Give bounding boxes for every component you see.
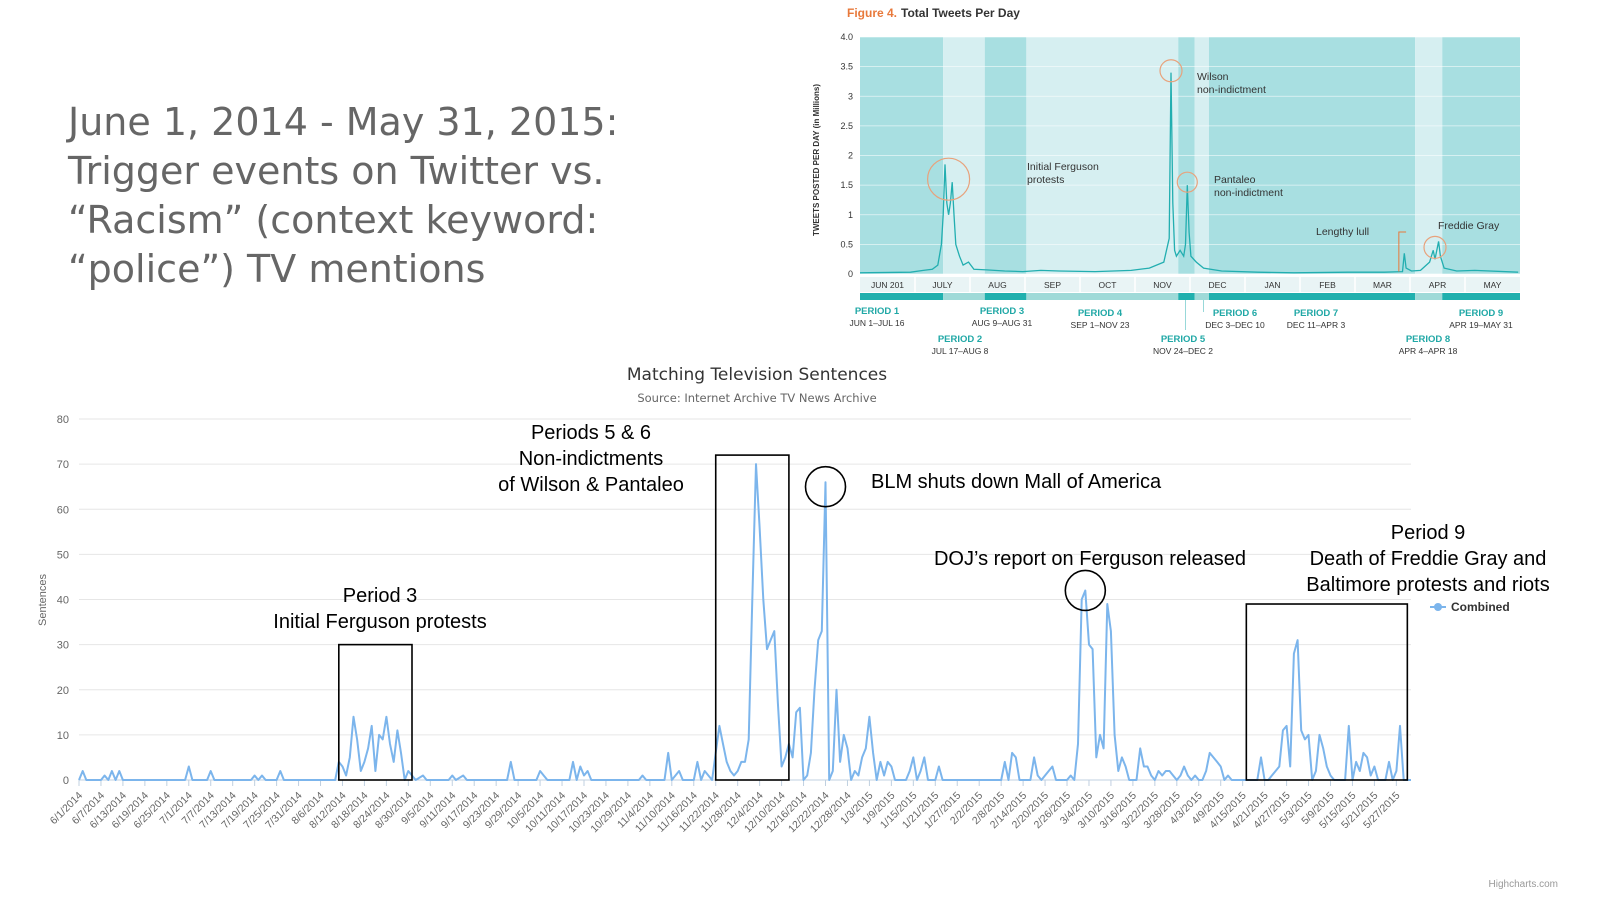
annotation-pantaleo: Pantaleo non-indictment xyxy=(1214,174,1283,199)
period-label-8: PERIOD 8 xyxy=(1406,334,1450,345)
tweet-y-tick-label: 1.5 xyxy=(840,180,853,190)
annotation-circle-initial-ferguson xyxy=(927,157,971,201)
tv-y-tick-label: 10 xyxy=(57,730,69,742)
figure-label: Figure 4. xyxy=(847,6,897,20)
tweet-month-label: JULY xyxy=(932,280,952,290)
tv-series-line-combined xyxy=(78,463,1411,781)
tweets-per-day-chart: Figure 4. Total Tweets Per Day TWEETS PO… xyxy=(812,6,1520,356)
annotation-blm: BLM shuts down Mall of America xyxy=(871,471,1162,493)
tweet-month-label: FEB xyxy=(1319,280,1336,290)
tweet-period-bar-5 xyxy=(1178,293,1195,300)
tweet-month-label: APR xyxy=(1429,280,1446,290)
annotation-circle-pantaleo xyxy=(1176,171,1198,193)
tweet-y-tick-label: 3.5 xyxy=(840,62,853,72)
tweet-month-label: JUN 201 xyxy=(871,280,904,290)
annotation-leader-lull xyxy=(1398,231,1407,272)
annotation-periods-5-6: Periods 5 & 6 Non-indictments of Wilson & … xyxy=(498,422,684,496)
tweet-month-label: SEP xyxy=(1044,280,1061,290)
annotation-freddie-gray: Freddie Gray xyxy=(1438,220,1500,232)
tv-sentences-chart: Matching Television Sentences Source: In… xyxy=(37,365,1550,835)
tweet-month-label: AUG xyxy=(988,280,1006,290)
tweet-month-label: NOV xyxy=(1153,280,1172,290)
period-label-6: PERIOD 6 xyxy=(1213,308,1257,319)
annotation-box-periods-5-6 xyxy=(714,454,790,781)
period-dates-1: JUN 1–JUL 16 xyxy=(850,318,905,328)
period-dates-6: DEC 3–DEC 10 xyxy=(1205,320,1265,330)
annotation-circle-freddie-gray xyxy=(1423,235,1447,259)
tweet-month-label: JAN xyxy=(1264,280,1280,290)
annotation-period-3: Period 3 Initial Ferguson protests xyxy=(273,585,486,633)
tweet-y-tick-label: 3 xyxy=(848,91,853,101)
tv-y-tick-label: 20 xyxy=(57,685,69,697)
tv-y-tick-label: 30 xyxy=(57,640,69,652)
annotation-initial-ferguson: Initial Ferguson protests xyxy=(1027,161,1099,186)
tv-y-axis-label: Sentences xyxy=(37,574,49,626)
period-label-3: PERIOD 3 xyxy=(980,306,1024,317)
tweet-y-tick-label: 4.0 xyxy=(840,32,853,42)
annotation-box-period-3 xyxy=(338,643,413,781)
annotation-circle-wilson xyxy=(1159,59,1183,83)
annotation-period-9: Period 9 Death of Freddie Gray and Baltimo… xyxy=(1306,522,1549,596)
period-dates-2: JUL 17–AUG 8 xyxy=(932,346,989,356)
tweet-y-tick-label: 2 xyxy=(848,151,853,161)
tweet-period-bar-3 xyxy=(984,293,1027,300)
legend-marker xyxy=(1434,603,1442,611)
annotation-wilson: Wilson non-indictment xyxy=(1197,71,1266,96)
tweet-y-tick-label: 0 xyxy=(848,269,853,279)
period-dates-8: APR 4–APR 18 xyxy=(1399,346,1458,356)
period-dates-4: SEP 1–NOV 23 xyxy=(1071,320,1130,330)
tweet-period-bar-2 xyxy=(943,293,985,300)
tweet-month-label: DEC xyxy=(1209,280,1227,290)
tv-chart-title: Matching Television Sentences xyxy=(627,365,887,385)
annotation-box-period-9 xyxy=(1245,603,1409,781)
period-dates-5: NOV 24–DEC 2 xyxy=(1153,346,1213,356)
period-label-1: PERIOD 1 xyxy=(855,306,900,317)
tweet-chart-title: Total Tweets Per Day xyxy=(901,6,1020,20)
tv-y-tick-label: 0 xyxy=(63,775,69,787)
annotation-lengthy-lull: Lengthy lull xyxy=(1316,226,1369,238)
highcharts-credit[interactable]: Highcharts.com xyxy=(1488,879,1558,890)
period-dates-7: DEC 11–APR 3 xyxy=(1287,320,1346,330)
tweet-period-bar-7 xyxy=(1208,293,1416,300)
legend-item-combined[interactable]: Combined xyxy=(1451,600,1510,614)
tweet-y-tick-label: 0.5 xyxy=(840,239,853,249)
annotation-doj: DOJ’s report on Ferguson released xyxy=(934,548,1246,570)
period-dates-9: APR 19–MAY 31 xyxy=(1449,320,1513,330)
period-label-4: PERIOD 4 xyxy=(1078,308,1123,319)
tweet-month-label: MAY xyxy=(1484,280,1502,290)
tweet-period-bar-1 xyxy=(860,293,944,300)
slide-title: June 1, 2014 - May 31, 2015: Trigger eve… xyxy=(68,100,619,291)
tweet-period-bar-9 xyxy=(1442,293,1520,300)
period-dates-3: AUG 9–AUG 31 xyxy=(972,318,1033,328)
tv-y-tick-label: 40 xyxy=(57,595,69,607)
period-label-2: PERIOD 2 xyxy=(938,334,982,345)
tv-y-tick-label: 60 xyxy=(57,504,69,516)
period-label-7: PERIOD 7 xyxy=(1294,308,1338,319)
tweet-y-axis-label: TWEETS POSTED PER DAY (in Millions) xyxy=(812,84,821,236)
period-label-9: PERIOD 9 xyxy=(1459,308,1503,319)
tweet-month-label: MAR xyxy=(1373,280,1392,290)
tv-y-tick-label: 50 xyxy=(57,549,69,561)
period-label-5: PERIOD 5 xyxy=(1161,334,1206,345)
annotation-circle-doj xyxy=(1064,569,1107,612)
tv-chart-subtitle: Source: Internet Archive TV News Archive xyxy=(637,391,876,405)
tweet-month-label: OCT xyxy=(1099,280,1117,290)
tweet-y-tick-label: 1 xyxy=(848,210,853,220)
tweet-period-bar-4 xyxy=(1026,293,1179,300)
tweet-period-bar-6 xyxy=(1194,293,1209,300)
tweet-y-tick-label: 2.5 xyxy=(840,121,853,131)
tweet-period-bar-8 xyxy=(1415,293,1443,300)
annotation-circle-blm xyxy=(804,465,847,508)
tv-y-tick-label: 70 xyxy=(57,459,69,471)
tweets-series-line xyxy=(859,72,1519,274)
tv-y-tick-label: 80 xyxy=(57,414,69,426)
